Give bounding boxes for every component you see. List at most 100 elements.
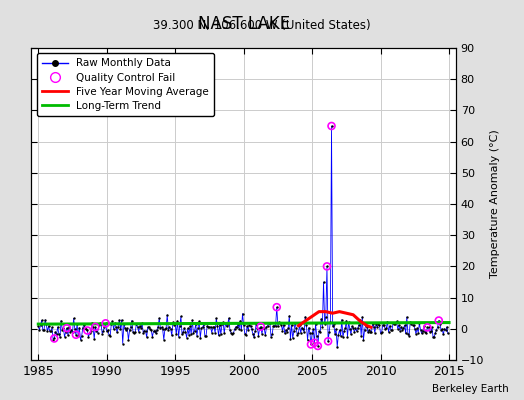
Point [347, 331, 355, 338]
Point [215, 322, 224, 328]
Point [108, 318, 117, 324]
Point [104, 327, 112, 333]
Point [167, 326, 175, 332]
Point [126, 324, 135, 330]
Point [290, 328, 298, 335]
Point [415, 320, 423, 326]
Point [422, 330, 430, 337]
Point [370, 330, 379, 336]
Point [141, 328, 150, 334]
Point [50, 335, 59, 342]
Point [47, 328, 55, 335]
Point [128, 317, 136, 324]
Point [144, 324, 152, 330]
Point [328, 123, 336, 129]
Point [323, 263, 331, 270]
Point [97, 320, 105, 327]
Point [157, 324, 166, 330]
Point [424, 324, 433, 331]
Point [340, 328, 348, 334]
Point [421, 329, 429, 335]
Point [228, 330, 236, 337]
Point [102, 320, 110, 326]
Point [193, 332, 201, 339]
Point [70, 315, 78, 322]
Point [417, 326, 425, 333]
Point [78, 333, 86, 340]
Point [381, 326, 389, 332]
Point [183, 325, 192, 332]
Point [216, 331, 225, 338]
Point [149, 328, 158, 334]
Point [349, 324, 357, 331]
Point [72, 332, 80, 338]
Point [293, 332, 301, 338]
Point [423, 324, 432, 331]
Point [250, 334, 258, 340]
Point [404, 331, 412, 338]
Point [321, 320, 329, 327]
Point [272, 304, 281, 310]
Point [210, 324, 218, 330]
Point [253, 324, 261, 331]
Point [145, 324, 153, 330]
Point [89, 324, 97, 330]
Point [234, 321, 242, 327]
Point [428, 324, 436, 331]
Point [307, 341, 315, 348]
Point [255, 325, 264, 331]
Point [79, 324, 87, 331]
Point [154, 323, 162, 330]
Point [257, 324, 265, 330]
Point [332, 326, 340, 332]
Point [186, 323, 194, 329]
Point [305, 329, 314, 336]
Point [373, 324, 381, 330]
Point [258, 330, 266, 337]
Point [225, 315, 233, 321]
Point [227, 330, 235, 336]
Point [398, 326, 407, 333]
Point [380, 322, 388, 328]
Point [282, 327, 290, 333]
Point [300, 329, 308, 336]
Point [354, 325, 362, 331]
Point [414, 330, 422, 336]
Point [342, 318, 351, 324]
Point [137, 325, 145, 332]
Point [131, 328, 139, 335]
Point [155, 315, 163, 322]
Point [394, 326, 402, 332]
Point [402, 314, 411, 320]
Point [204, 324, 213, 330]
Point [391, 321, 400, 328]
Point [103, 328, 111, 335]
Point [331, 331, 339, 337]
Point [242, 332, 250, 338]
Point [418, 330, 426, 337]
Point [405, 332, 413, 339]
Point [266, 320, 274, 326]
Point [388, 327, 396, 333]
Point [91, 324, 100, 330]
Point [205, 324, 214, 330]
Point [98, 330, 106, 337]
Point [311, 321, 320, 327]
Point [169, 319, 177, 326]
Point [151, 330, 160, 336]
Point [355, 322, 363, 328]
Point [425, 328, 434, 335]
Point [298, 324, 306, 331]
Point [439, 331, 447, 338]
Point [200, 321, 208, 328]
Point [243, 323, 252, 329]
Point [48, 324, 56, 331]
Point [260, 325, 268, 332]
Point [386, 322, 394, 329]
Point [351, 325, 359, 332]
Point [54, 331, 63, 337]
Point [68, 329, 77, 335]
Point [221, 320, 230, 326]
Point [192, 321, 200, 328]
Point [241, 330, 249, 337]
